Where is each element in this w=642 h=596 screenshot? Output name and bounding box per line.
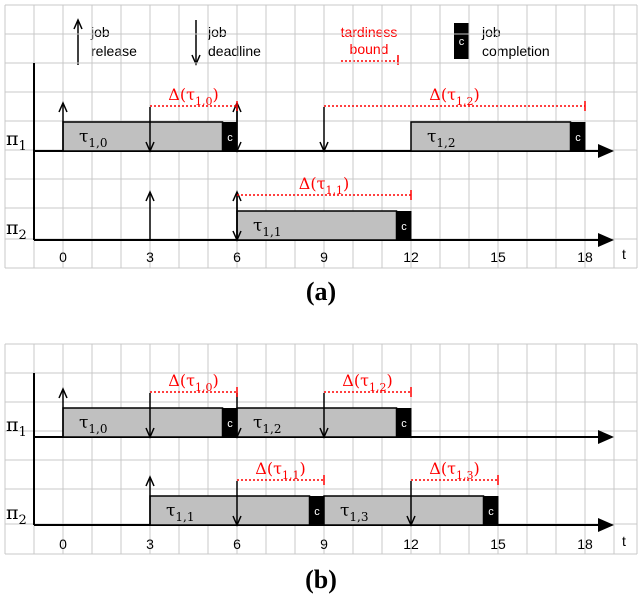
- tick-label: 9: [320, 536, 328, 552]
- tardiness-label: Δ(τ1,1): [255, 459, 305, 482]
- job-bar: [323, 495, 485, 526]
- job-label: τ1,2: [253, 413, 282, 436]
- completion-symbol: c: [575, 132, 581, 144]
- tick-label: 18: [577, 249, 593, 265]
- legend-tardiness-label-1: tardiness: [341, 24, 398, 40]
- tick-label: 12: [403, 536, 419, 552]
- tick-label: 3: [146, 536, 154, 552]
- deadline-arrow-head: [319, 141, 329, 153]
- release-arrow-head: [58, 101, 68, 113]
- job-label: τ1,1: [253, 216, 282, 239]
- completion-box: [396, 211, 412, 240]
- completion-box: [570, 122, 586, 151]
- release-arrow-head: [145, 475, 155, 487]
- tardiness-label: Δ(τ1,3): [429, 459, 479, 482]
- tardiness-label: Δ(τ1,1): [299, 174, 349, 197]
- deadline-arrow-head: [232, 230, 242, 242]
- completion-box: [309, 496, 325, 525]
- panel-label: (a): [306, 277, 336, 306]
- panel-b: π1 π2 0 3 6 9 12 15 18 t c τ1,0 c τ1,2 c τ1,1 c τ1,3 Δ(τ1,…: [4, 343, 638, 594]
- tardiness-label: Δ(τ1,2): [429, 85, 479, 108]
- completion-symbol: c: [488, 506, 494, 518]
- deadline-arrow-head: [406, 515, 416, 527]
- legend-completion-label-1: job: [481, 24, 501, 40]
- tick-label: 12: [403, 249, 419, 265]
- t-axis-label: t: [622, 533, 626, 549]
- tick-label: 15: [490, 249, 506, 265]
- timeline-arrow-head: [598, 233, 614, 247]
- legend-release-label-2: release: [91, 43, 137, 59]
- tick-label: 15: [490, 536, 506, 552]
- job-label: τ1,0: [79, 413, 108, 436]
- t-axis-label: t: [622, 246, 626, 262]
- legend-release-label-1: job: [90, 24, 110, 40]
- job-bar: [410, 121, 572, 152]
- legend-tardiness-label-2: bound: [350, 41, 389, 57]
- tick-label: 18: [577, 536, 593, 552]
- processor-label: π2: [6, 502, 27, 528]
- release-arrow-head: [58, 387, 68, 399]
- completion-symbol: c: [401, 418, 407, 430]
- completion-box: [483, 496, 499, 525]
- legend-completion-label-2: completion: [482, 43, 550, 59]
- job-label: τ1,3: [340, 501, 369, 524]
- legend-completion-box: [454, 23, 469, 59]
- tardiness-label: Δ(τ1,0): [168, 371, 218, 394]
- legend-deadline-label-1: job: [207, 24, 227, 40]
- completion-symbol: c: [227, 132, 233, 144]
- processor-label: π2: [6, 217, 27, 243]
- completion-symbol: c: [401, 221, 407, 233]
- deadline-arrow-head: [232, 141, 242, 153]
- completion-symbol: c: [314, 506, 320, 518]
- processor-label: π1: [6, 128, 27, 154]
- deadline-arrow-head: [145, 427, 155, 439]
- timeline-arrow-head: [598, 430, 614, 444]
- tardiness-label: Δ(τ1,0): [168, 85, 218, 108]
- tick-label: 9: [320, 249, 328, 265]
- tick-label: 0: [59, 536, 67, 552]
- tick-label: 3: [146, 249, 154, 265]
- deadline-arrow-head: [232, 515, 242, 527]
- job-label: τ1,0: [79, 127, 108, 150]
- release-arrow-head: [145, 190, 155, 202]
- deadline-arrow-head: [232, 427, 242, 439]
- tardiness-label: Δ(τ1,2): [342, 371, 392, 394]
- tick-label: 0: [59, 249, 67, 265]
- timeline-arrow-head: [598, 518, 614, 532]
- legend-deadline-label-2: deadline: [208, 43, 261, 59]
- legend-deadline-arrow-head: [191, 54, 201, 66]
- legend-completion-symbol: c: [459, 36, 465, 48]
- completion-box: [396, 408, 412, 437]
- legend-release-arrow-head: [73, 18, 83, 30]
- panel-a: π1 π2 0 3 6 9 12 15 18 t c τ1,0 c τ1,2 c τ1,1 Δ(τ1,0) Δ(τ…: [4, 4, 638, 306]
- job-label: τ1,1: [166, 501, 195, 524]
- tick-label: 6: [233, 536, 241, 552]
- timeline-arrow-head: [598, 144, 614, 158]
- deadline-arrow-head: [145, 141, 155, 153]
- panel-label: (b): [305, 565, 337, 594]
- completion-symbol: c: [227, 418, 233, 430]
- release-arrow-head: [232, 190, 242, 202]
- tick-label: 6: [233, 249, 241, 265]
- deadline-arrow-head: [319, 427, 329, 439]
- processor-label: π1: [6, 414, 27, 440]
- job-label: τ1,2: [427, 127, 456, 150]
- job-bar: [149, 495, 311, 526]
